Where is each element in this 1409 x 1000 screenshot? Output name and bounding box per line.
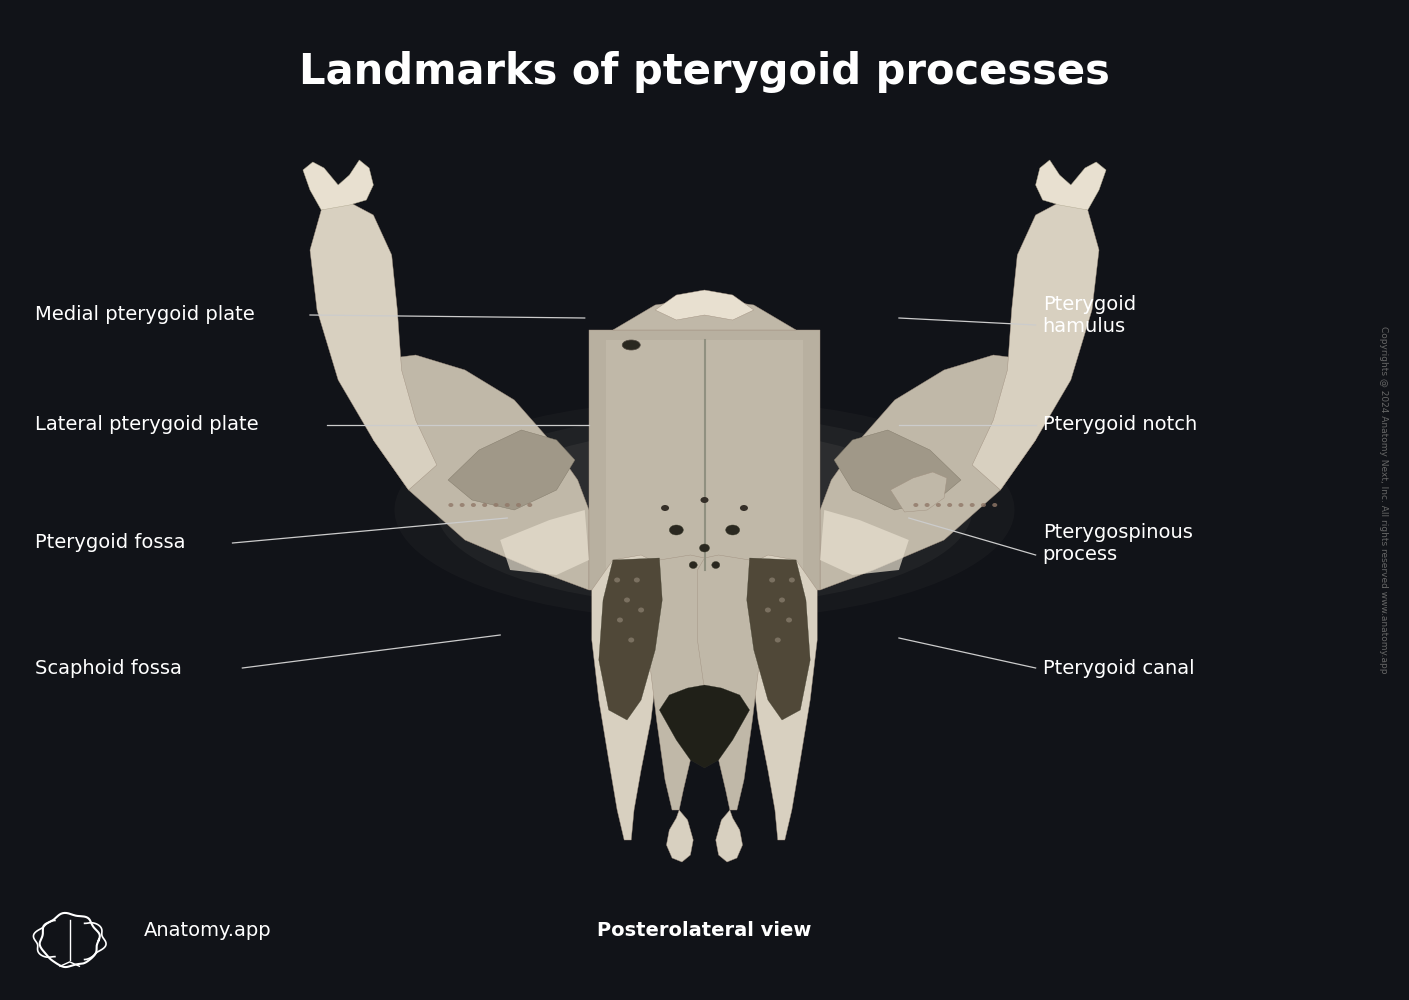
Ellipse shape: [482, 503, 488, 507]
Ellipse shape: [740, 505, 748, 511]
Polygon shape: [592, 555, 659, 840]
Text: Pterygoid fossa: Pterygoid fossa: [35, 534, 186, 552]
Polygon shape: [747, 558, 810, 720]
Polygon shape: [359, 355, 589, 590]
Ellipse shape: [617, 617, 623, 622]
Ellipse shape: [958, 503, 964, 507]
Polygon shape: [655, 290, 754, 320]
Text: Pterygoid notch: Pterygoid notch: [1043, 416, 1196, 434]
Ellipse shape: [699, 544, 710, 552]
Ellipse shape: [726, 525, 740, 535]
Text: Posterolateral view: Posterolateral view: [597, 920, 812, 940]
Ellipse shape: [471, 503, 476, 507]
Ellipse shape: [712, 562, 720, 568]
Text: Landmarks of pterygoid processes: Landmarks of pterygoid processes: [299, 51, 1110, 93]
Text: Lateral pterygoid plate: Lateral pterygoid plate: [35, 416, 259, 434]
Polygon shape: [1036, 160, 1106, 210]
Polygon shape: [500, 510, 589, 575]
Polygon shape: [820, 510, 909, 575]
Ellipse shape: [459, 503, 465, 507]
Polygon shape: [666, 810, 693, 862]
Ellipse shape: [437, 415, 972, 605]
Polygon shape: [645, 555, 712, 810]
Ellipse shape: [947, 503, 952, 507]
Polygon shape: [890, 472, 947, 512]
Ellipse shape: [689, 562, 697, 568]
Text: Pterygoid canal: Pterygoid canal: [1043, 658, 1195, 678]
Ellipse shape: [789, 578, 795, 582]
Polygon shape: [697, 555, 764, 810]
Ellipse shape: [634, 578, 640, 582]
Polygon shape: [820, 355, 1050, 590]
Ellipse shape: [981, 503, 986, 507]
Text: Pterygospinous
process: Pterygospinous process: [1043, 522, 1192, 564]
Ellipse shape: [614, 578, 620, 582]
Polygon shape: [599, 558, 662, 720]
Polygon shape: [589, 330, 820, 590]
Ellipse shape: [936, 503, 941, 507]
Ellipse shape: [992, 503, 998, 507]
Text: Anatomy.app: Anatomy.app: [144, 920, 272, 940]
Ellipse shape: [527, 503, 533, 507]
Ellipse shape: [924, 503, 930, 507]
Polygon shape: [750, 555, 817, 840]
Ellipse shape: [624, 597, 630, 602]
Polygon shape: [716, 810, 743, 862]
Ellipse shape: [775, 638, 781, 643]
Ellipse shape: [669, 525, 683, 535]
Polygon shape: [613, 298, 796, 330]
Ellipse shape: [769, 578, 775, 582]
Polygon shape: [448, 430, 575, 510]
Text: Pterygoid
hamulus: Pterygoid hamulus: [1043, 294, 1136, 336]
Ellipse shape: [638, 607, 644, 612]
Ellipse shape: [779, 597, 785, 602]
Ellipse shape: [765, 607, 771, 612]
Ellipse shape: [628, 638, 634, 643]
Polygon shape: [834, 430, 961, 510]
Text: Medial pterygoid plate: Medial pterygoid plate: [35, 306, 255, 324]
Ellipse shape: [516, 503, 521, 507]
Text: Scaphoid fossa: Scaphoid fossa: [35, 658, 182, 678]
Polygon shape: [310, 200, 437, 490]
Polygon shape: [303, 160, 373, 210]
Ellipse shape: [661, 505, 669, 511]
Ellipse shape: [786, 617, 792, 622]
Ellipse shape: [700, 497, 709, 503]
Ellipse shape: [448, 503, 454, 507]
Ellipse shape: [969, 503, 975, 507]
Ellipse shape: [504, 503, 510, 507]
Polygon shape: [972, 200, 1099, 490]
Polygon shape: [659, 685, 750, 768]
Text: Copyrights @ 2024 Anatomy Next, Inc. All rights reserved www.anatomy.app: Copyrights @ 2024 Anatomy Next, Inc. All…: [1379, 326, 1388, 674]
Ellipse shape: [479, 430, 930, 590]
Ellipse shape: [493, 503, 499, 507]
Ellipse shape: [623, 340, 640, 350]
Polygon shape: [606, 340, 803, 570]
Ellipse shape: [913, 503, 919, 507]
